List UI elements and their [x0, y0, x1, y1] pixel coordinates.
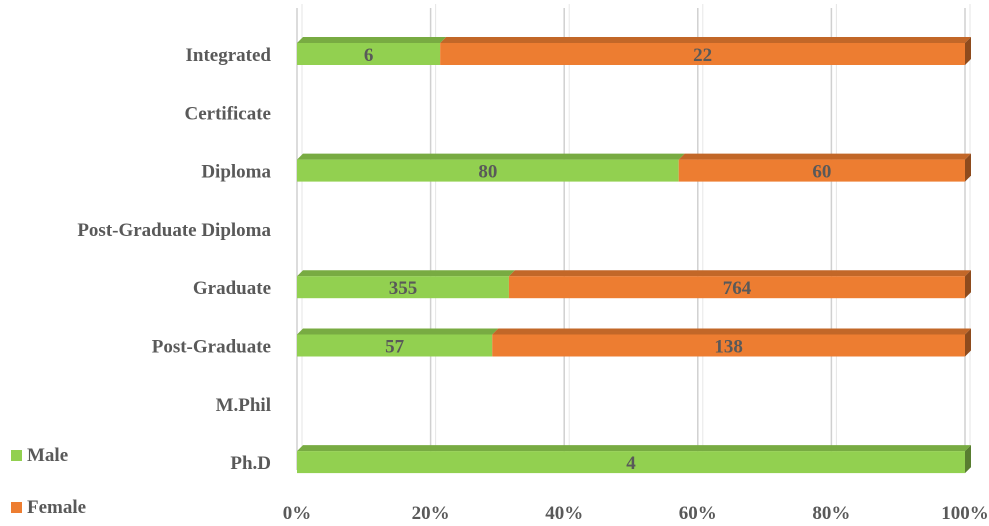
- category-label: Diploma: [201, 162, 271, 183]
- legend-swatch: [11, 502, 22, 513]
- bar-segment: 6: [297, 37, 447, 66]
- data-label: 355: [389, 278, 418, 299]
- category-label: Certificate: [185, 103, 272, 124]
- bar-front-face: [440, 43, 966, 65]
- bar-top-face: [492, 328, 971, 335]
- bar-top-face: [297, 270, 515, 277]
- x-tick-label: 0%: [283, 503, 312, 524]
- bar-front-face: [508, 276, 965, 299]
- bar-front-face: [297, 276, 509, 299]
- category-label: Post-Graduate: [152, 337, 271, 358]
- x-axis-ticks: 0% 20% 40% 60% 80% 100%: [283, 503, 989, 524]
- legend: Male Female: [11, 445, 86, 518]
- data-label: 764: [723, 278, 752, 299]
- category-label: Ph.D: [230, 453, 271, 474]
- bar-segment: 57: [297, 328, 499, 358]
- data-label: 22: [693, 45, 712, 66]
- data-label: 4: [626, 453, 636, 474]
- bar-top-face: [678, 153, 971, 160]
- legend-label: Male: [27, 445, 68, 466]
- bar-top-face: [297, 445, 971, 452]
- bar-front-face: [297, 334, 493, 357]
- bar-top-face: [297, 328, 499, 335]
- category-label: Post-Graduate Diploma: [77, 220, 271, 241]
- bar-top-face: [440, 37, 972, 43]
- bar-front-face: [297, 451, 965, 474]
- category-label: Integrated: [186, 45, 272, 66]
- data-label: 6: [364, 45, 374, 66]
- data-label: 80: [478, 162, 497, 183]
- x-tick-label: 100%: [941, 503, 989, 524]
- bar-top-face: [297, 153, 685, 160]
- bar-side-face: [965, 328, 971, 357]
- bar-front-face: [297, 159, 679, 182]
- legend-swatch: [11, 450, 22, 461]
- gridlines: [296, 4, 971, 470]
- bar-segment: 764: [508, 270, 971, 299]
- data-label: 138: [714, 337, 743, 358]
- bar-side-face: [965, 37, 971, 65]
- x-tick-label: 60%: [679, 503, 717, 524]
- bar-segment: 60: [678, 153, 971, 183]
- x-tick-label: 40%: [545, 503, 583, 524]
- bar-area: 6 22 80 60 355 764 57 138 4: [297, 37, 972, 474]
- legend-label: Female: [27, 497, 86, 518]
- bar-top-face: [297, 37, 447, 43]
- category-labels: Integrated Certificate Diploma Post-Graduat…: [77, 45, 271, 474]
- bar-front-face: [492, 334, 965, 357]
- category-label: Graduate: [193, 278, 271, 299]
- bar-side-face: [965, 270, 971, 299]
- x-tick-label: 80%: [812, 503, 850, 524]
- legend-item: Female: [11, 497, 86, 518]
- bar-side-face: [965, 445, 971, 474]
- bar-segment: 4: [297, 445, 971, 474]
- x-tick-label: 20%: [412, 503, 450, 524]
- legend-item: Male: [11, 445, 68, 466]
- bar-top-face: [508, 270, 971, 277]
- bar-segment: 138: [492, 328, 971, 358]
- bar-segment: 355: [297, 270, 515, 299]
- bar-front-face: [678, 159, 965, 182]
- bar-side-face: [965, 153, 971, 182]
- data-label: 57: [385, 337, 405, 358]
- data-label: 60: [812, 162, 831, 183]
- bar-segment: 80: [297, 153, 685, 183]
- bar-front-face: [297, 43, 441, 65]
- category-label: M.Phil: [216, 395, 271, 416]
- bar-segment: 22: [440, 37, 972, 66]
